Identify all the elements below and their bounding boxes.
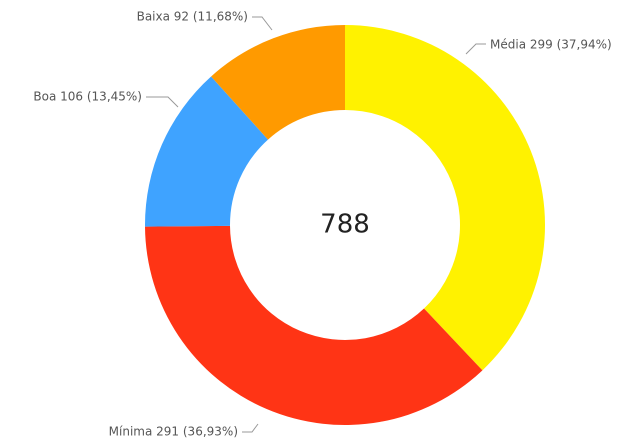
donut-slice <box>145 225 483 425</box>
donut-slice <box>211 25 345 140</box>
leader-line <box>146 96 179 108</box>
leader-line <box>242 423 259 433</box>
leader-line <box>465 43 486 55</box>
donut-slice <box>145 76 269 227</box>
data-label: Mínima 291 (36,93%) <box>109 425 238 439</box>
data-label: Boa 106 (13,45%) <box>33 90 142 104</box>
data-label: Média 299 (37,94%) <box>490 38 612 52</box>
center-total: 788 <box>320 210 370 240</box>
data-label: Baixa 92 (11,68%) <box>137 10 248 24</box>
donut-slice <box>345 25 545 371</box>
leader-line <box>252 16 273 31</box>
